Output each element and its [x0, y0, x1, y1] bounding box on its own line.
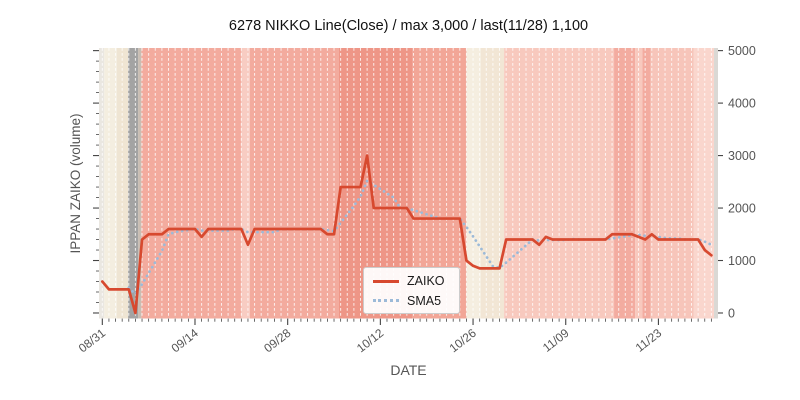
svg-text:4000: 4000 — [728, 96, 756, 110]
svg-text:11/23: 11/23 — [633, 326, 665, 355]
x-tick-labels: 08/31 09/14 09/28 10/12 10/26 11/09 11/23 — [76, 326, 665, 356]
zaiko-line-swatch — [373, 279, 399, 283]
svg-text:11/09: 11/09 — [540, 326, 572, 355]
svg-text:10/26: 10/26 — [447, 326, 480, 356]
legend-item-zaiko: ZAIKO — [373, 275, 450, 288]
zaiko-line — [100, 154, 713, 315]
svg-text:1000: 1000 — [728, 254, 756, 268]
y-tick-labels: 0 1000 2000 3000 4000 5000 — [728, 44, 756, 320]
legend-item-sma5: SMA5 — [373, 293, 450, 308]
sma5-line — [127, 178, 713, 297]
svg-text:09/28: 09/28 — [261, 326, 294, 356]
svg-text:3000: 3000 — [728, 149, 756, 163]
svg-text:09/14: 09/14 — [169, 326, 202, 356]
legend: ZAIKO SMA5 — [363, 267, 460, 314]
svg-text:5000: 5000 — [728, 44, 756, 58]
svg-text:10/12: 10/12 — [354, 326, 387, 356]
svg-text:08/31: 08/31 — [76, 326, 109, 356]
x-axis-label: DATE — [390, 362, 427, 378]
sma5-line-swatch — [373, 299, 399, 303]
svg-text:2000: 2000 — [728, 201, 756, 215]
legend-label-sma5: SMA5 — [407, 293, 442, 308]
chart-title: 6278 NIKKO Line(Close) / max 3,000 / las… — [228, 18, 589, 34]
legend-label-zaiko: ZAIKO — [407, 274, 445, 288]
axis-ticks — [93, 50, 723, 325]
svg-text:0: 0 — [728, 306, 735, 320]
